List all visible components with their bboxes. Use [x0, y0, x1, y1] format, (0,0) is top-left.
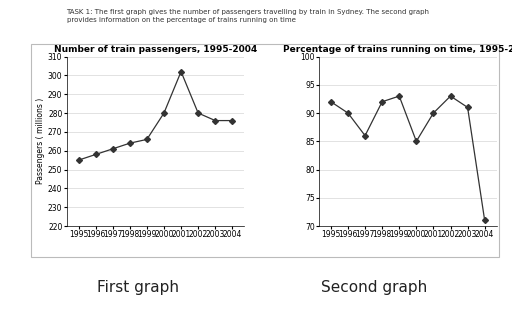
Text: First graph: First graph — [97, 280, 179, 295]
Y-axis label: Passengers ( millions ): Passengers ( millions ) — [36, 98, 45, 184]
Title: Percentage of trains running on time, 1995-2004: Percentage of trains running on time, 19… — [283, 45, 512, 54]
Title: Number of train passengers, 1995-2004: Number of train passengers, 1995-2004 — [54, 45, 257, 54]
Text: Second graph: Second graph — [321, 280, 427, 295]
Text: TASK 1: The first graph gives the number of passengers travelling by train in Sy: TASK 1: The first graph gives the number… — [67, 9, 430, 24]
